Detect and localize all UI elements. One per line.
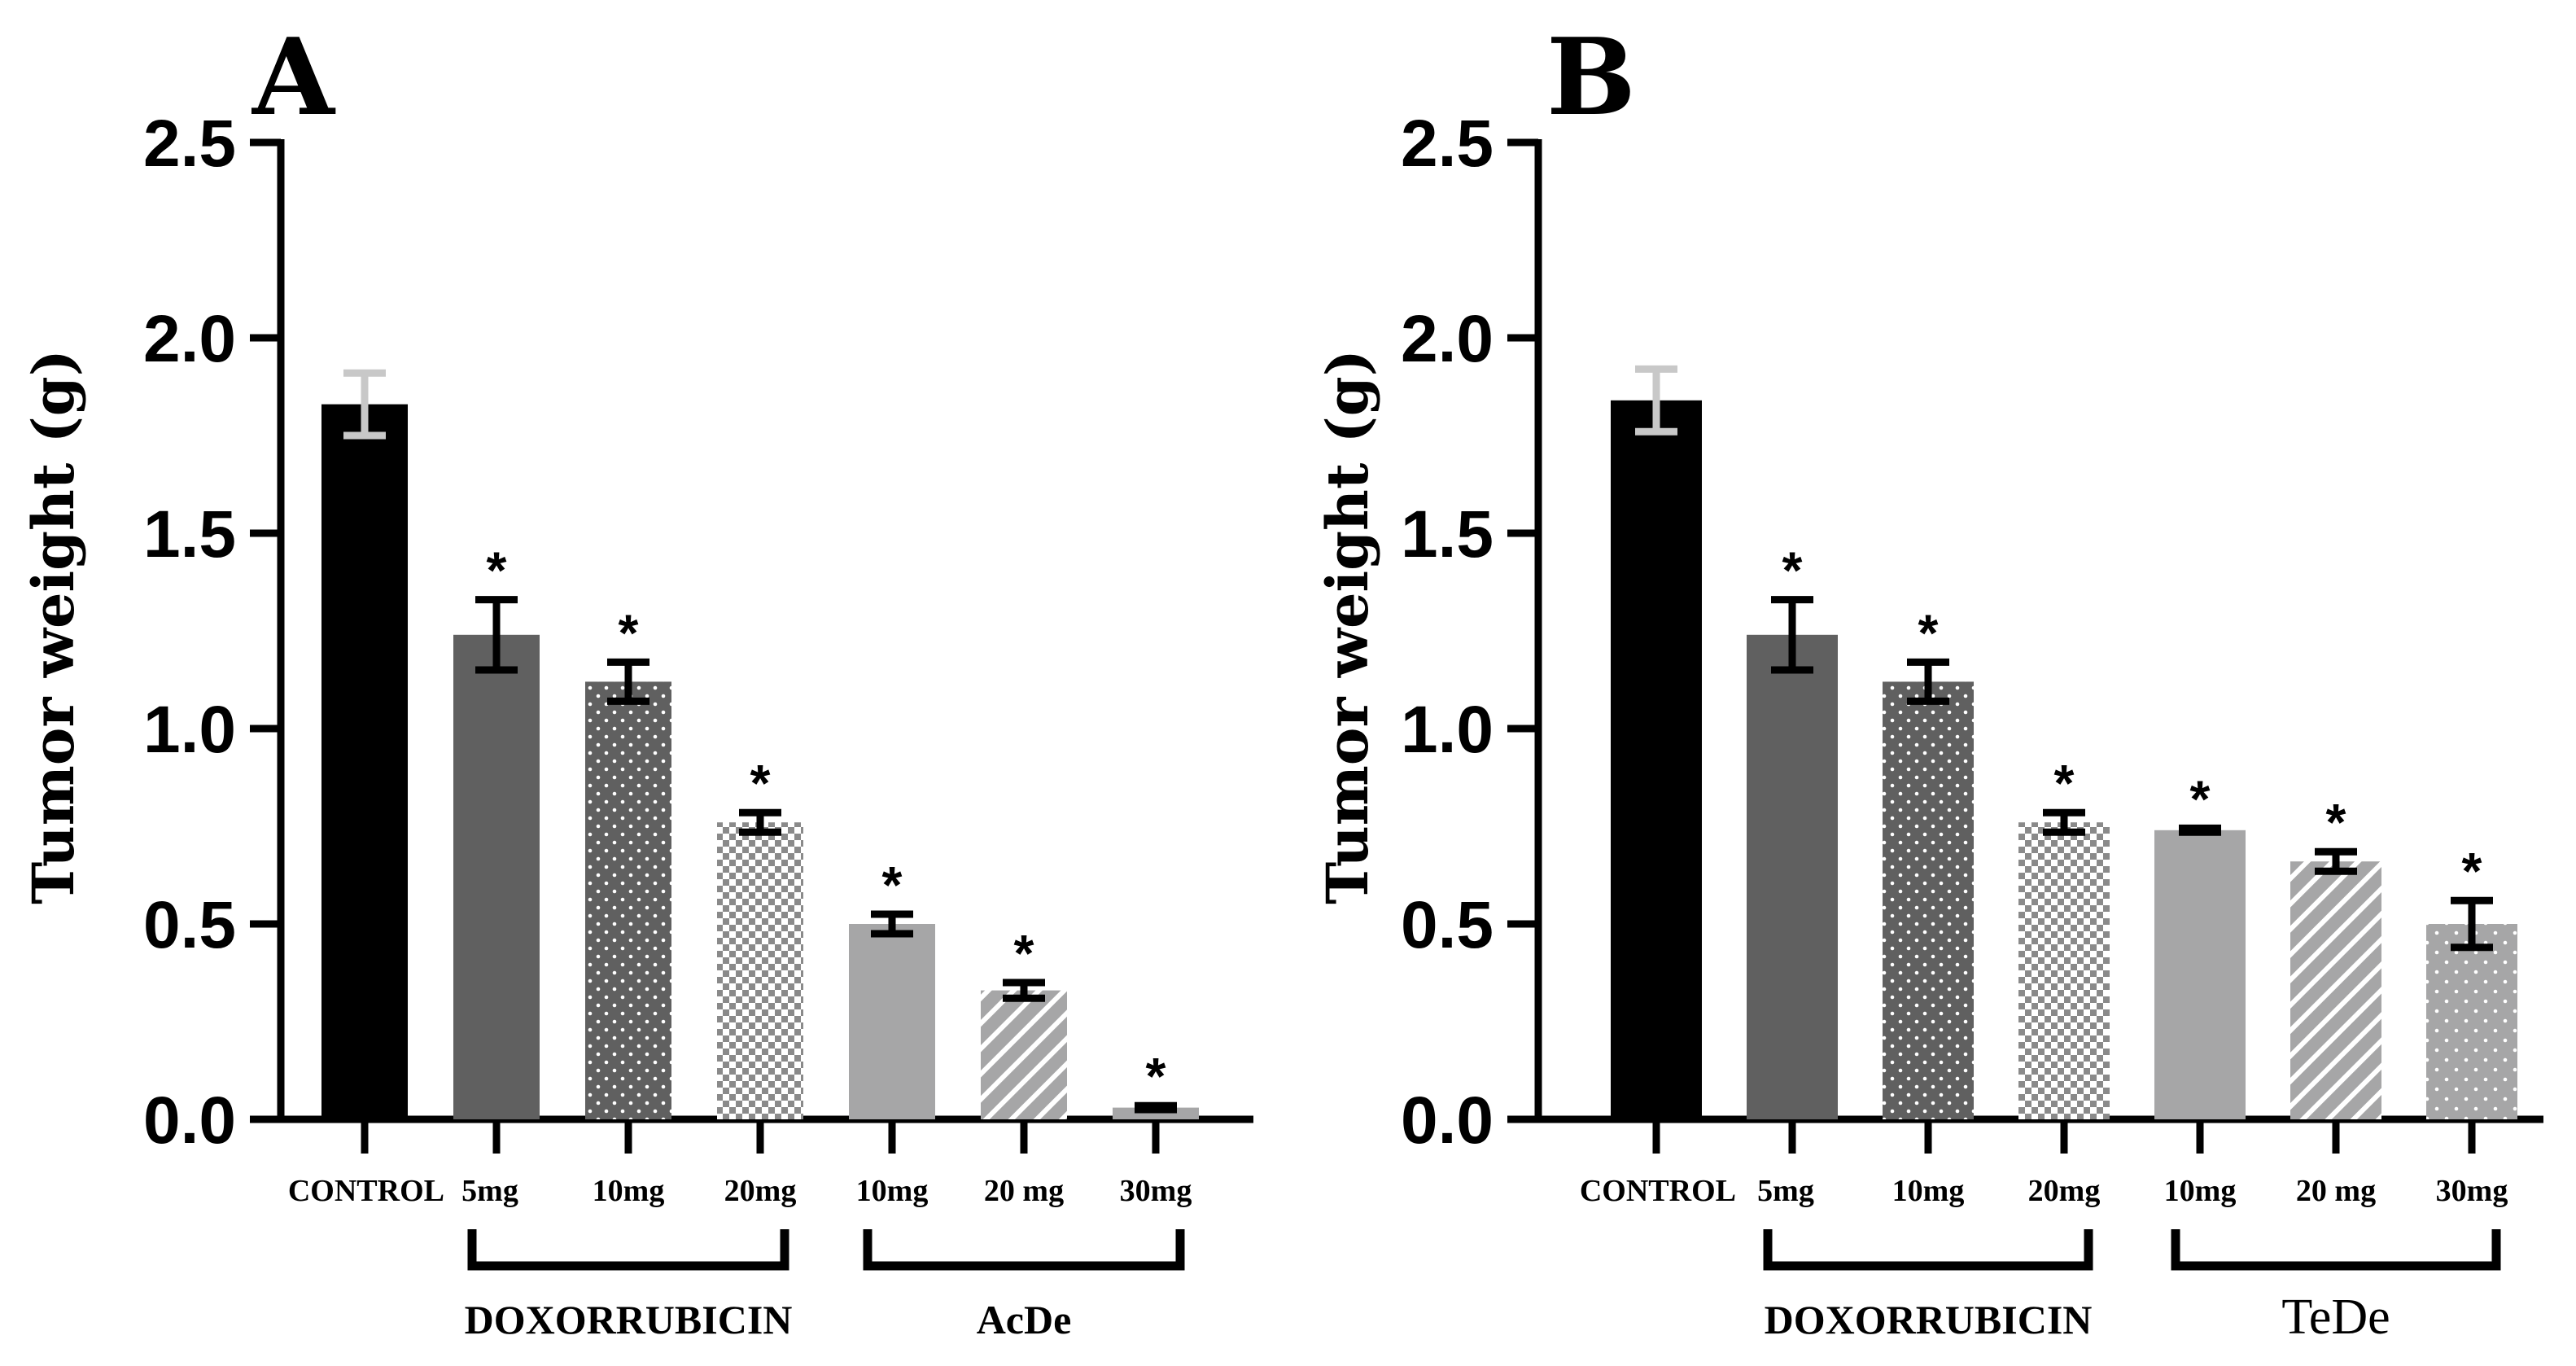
y-tick-label: 1.0	[1401, 693, 1494, 767]
category-label: 20mg	[2028, 1174, 2101, 1208]
category-label: 10mg	[1892, 1174, 1965, 1208]
bar-control	[321, 404, 408, 1120]
bar-group-6	[2426, 924, 2517, 1119]
error-bar	[2315, 847, 2357, 875]
error-bar	[475, 596, 518, 674]
bar-group-3	[2018, 822, 2110, 1119]
panel-b: B Tumor weight (g) 0.00.51.01.52.02.5 **…	[1314, 15, 2543, 1345]
panel-b-y-ticks: 0.0 0.5 1.0 1.5 2.0 2.5	[1401, 107, 1538, 1158]
bar-group-5	[981, 990, 1067, 1119]
bar-group-2	[1883, 681, 1974, 1119]
error-bar	[1771, 596, 1813, 674]
significance-star: *	[1146, 1047, 1166, 1105]
error-bar	[2451, 896, 2493, 952]
error-bar	[1907, 658, 1949, 705]
category-label: 20mg	[724, 1174, 797, 1208]
significance-star: *	[2054, 754, 2075, 812]
significance-star: *	[882, 856, 903, 914]
category-label: CONTROL	[1580, 1174, 1736, 1208]
category-label: 10mg	[593, 1174, 665, 1208]
panel-a-letter: A	[251, 15, 336, 139]
error-bar	[607, 658, 649, 705]
bar-group-5	[2290, 861, 2381, 1119]
group-bracket	[1763, 1229, 2093, 1271]
error-bar	[2043, 808, 2085, 836]
error-bar	[1003, 979, 1045, 1002]
significance-star: *	[2462, 842, 2482, 900]
panel-a-category-labels: CONTROL 5mg 10mg 20mg 10mg 20 mg 30mg	[288, 1119, 1192, 1208]
y-tick-label: 1.5	[143, 497, 236, 571]
error-bar	[343, 369, 386, 440]
y-tick-label: 2.5	[143, 107, 236, 181]
category-label: 20 mg	[2296, 1174, 2376, 1208]
panel-b-y-axis-title: Tumor weight (g)	[1314, 349, 1381, 904]
significance-star: *	[750, 754, 771, 812]
category-label: CONTROL	[288, 1174, 444, 1208]
significance-star: *	[1782, 541, 1803, 600]
group-label: AcDe	[977, 1297, 1072, 1342]
category-label: 10mg	[856, 1174, 929, 1208]
error-bar	[739, 808, 781, 836]
panel-a-y-ticks: 0.0 0.5 1.0 1.5 2.0 2.5	[143, 107, 281, 1158]
y-tick-label: 1.0	[143, 693, 236, 767]
y-tick-label: 2.0	[1401, 302, 1494, 376]
bar-group-3	[717, 822, 803, 1119]
bar-group-4	[849, 924, 935, 1119]
bar-group-2	[585, 681, 671, 1119]
bar-group-6	[1113, 1107, 1199, 1119]
panel-b-category-labels: CONTROL 5mg 10mg 20mg 10mg 20 mg 30mg	[1580, 1119, 2508, 1208]
category-label: 10mg	[2164, 1174, 2237, 1208]
category-label: 30mg	[1120, 1174, 1192, 1208]
group-bracket	[2171, 1229, 2501, 1271]
y-tick-label: 0.5	[143, 888, 236, 962]
panel-a-y-axis-title: Tumor weight (g)	[20, 349, 87, 904]
category-label: 20 mg	[984, 1174, 1064, 1208]
category-label: 5mg	[1757, 1174, 1814, 1208]
panel-b-group-brackets: DOXORRUBICIN TeDe	[1763, 1229, 2501, 1345]
y-tick-label: 1.5	[1401, 497, 1494, 571]
y-tick-label: 0.0	[143, 1084, 236, 1158]
group-label: DOXORRUBICIN	[465, 1297, 793, 1342]
bar-group-1	[1747, 634, 1838, 1119]
error-bar	[1635, 365, 1677, 436]
group-label: DOXORRUBICIN	[1765, 1297, 2093, 1342]
group-bracket	[467, 1229, 789, 1271]
error-bar	[1135, 1101, 1177, 1114]
significance-star: *	[2326, 793, 2346, 852]
panel-b-bars: * * * * * *	[1611, 365, 2517, 1119]
significance-star: *	[1014, 924, 1034, 983]
bar-control	[1611, 400, 1702, 1119]
significance-star: *	[1918, 603, 1939, 662]
y-tick-label: 2.0	[143, 302, 236, 376]
panel-a-bars: * * * * * *	[321, 369, 1199, 1120]
panel-a: A Tumor weight (g) 0.00.51.01.52.02.5 **…	[20, 15, 1253, 1342]
group-label: TeDe	[2281, 1289, 2390, 1345]
y-tick-label: 0.5	[1401, 888, 1494, 962]
significance-star: *	[487, 541, 507, 600]
panel-b-letter: B	[1546, 15, 1636, 139]
group-bracket	[863, 1229, 1185, 1271]
y-tick-label: 0.0	[1401, 1084, 1494, 1158]
y-tick-label: 2.5	[1401, 107, 1494, 181]
error-bar	[2179, 824, 2221, 836]
significance-star: *	[2190, 769, 2211, 828]
category-label: 30mg	[2436, 1174, 2508, 1208]
bar-group-4	[2154, 830, 2246, 1119]
category-label: 5mg	[461, 1174, 518, 1208]
error-bar	[871, 910, 913, 938]
panel-a-group-brackets: DOXORRUBICIN AcDe	[465, 1229, 1185, 1342]
significance-star: *	[619, 603, 639, 662]
bar-group-1	[453, 634, 540, 1119]
